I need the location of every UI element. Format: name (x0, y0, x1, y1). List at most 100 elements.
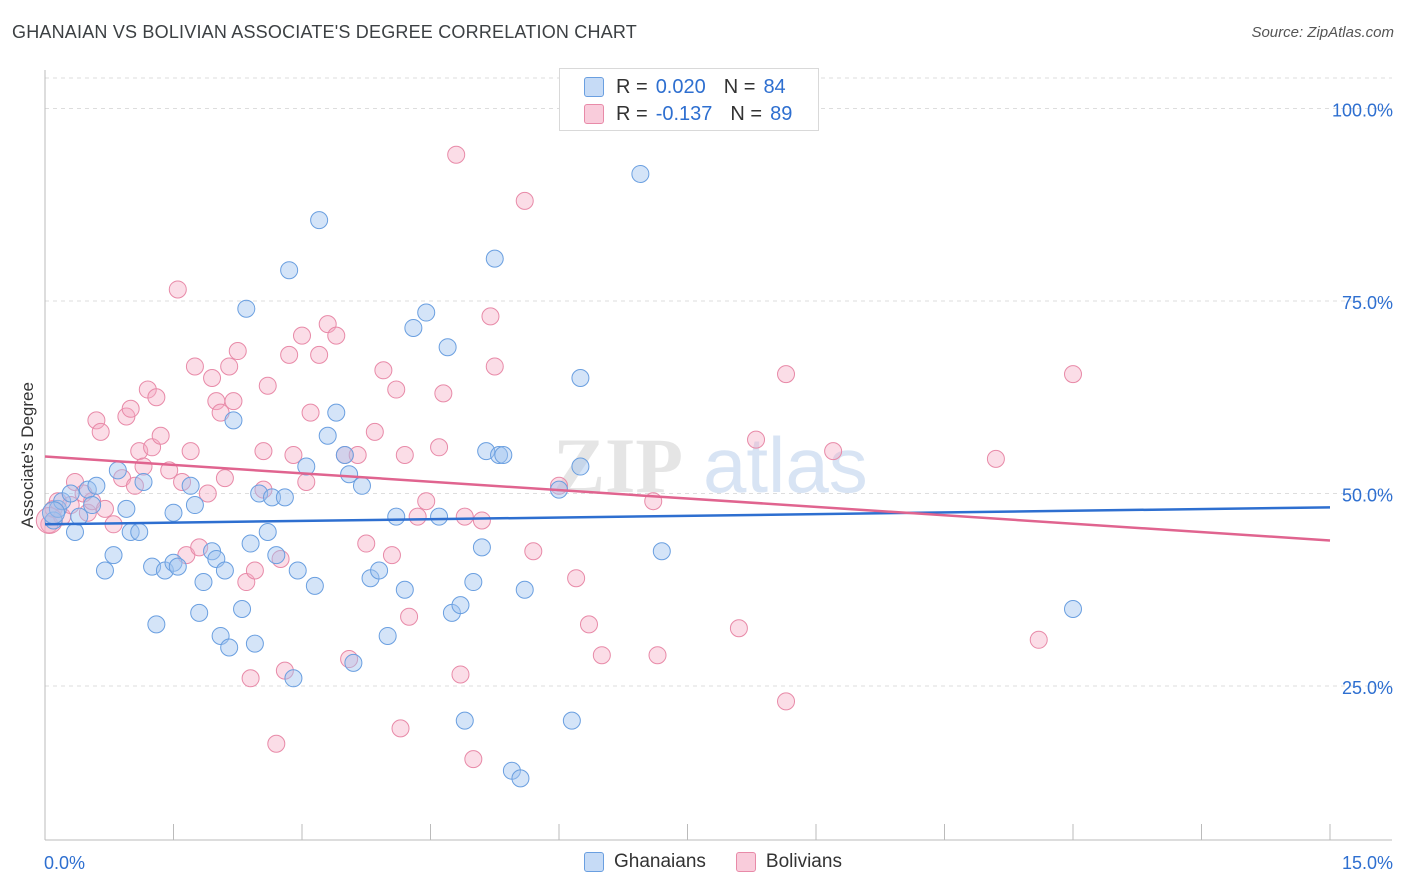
data-point-ghanaians (164, 503, 183, 522)
data-point-bolivians (365, 422, 384, 441)
legend-row-bolivians: R = -0.137 N = 89 (584, 102, 792, 126)
data-point-bolivians (151, 426, 170, 445)
series-ghanaians (42, 164, 1082, 788)
data-point-bolivians (348, 446, 367, 464)
data-point-bolivians (455, 507, 474, 526)
blue-swatch-icon (584, 77, 604, 97)
data-point-bolivians (241, 669, 260, 688)
data-point-ghanaians (571, 457, 590, 476)
data-point-ghanaians (280, 261, 299, 280)
x-tick-label: 15.0% (1342, 853, 1393, 873)
data-point-ghanaians (42, 501, 66, 525)
data-point-ghanaians (83, 496, 102, 515)
data-point-bolivians (297, 472, 316, 491)
legend-item-bolivians[interactable]: Bolivians (735, 851, 842, 873)
data-point-ghanaians (70, 507, 89, 526)
trend-line-ghanaians (44, 506, 1331, 526)
data-point-ghanaians (117, 499, 136, 518)
data-point-bolivians (387, 380, 406, 399)
data-point-bolivians (417, 492, 436, 511)
data-point-ghanaians (220, 638, 239, 657)
data-point-ghanaians (464, 573, 483, 592)
data-point-ghanaians (387, 507, 406, 526)
data-point-ghanaians (652, 542, 671, 561)
data-point-bolivians (310, 345, 329, 364)
data-point-ghanaians (378, 626, 397, 645)
data-point-bolivians (327, 326, 346, 345)
tick-labels: 25.0% 50.0% 75.0% 100.0% 0.0% 15.0% (44, 101, 1393, 874)
axes (44, 70, 1392, 841)
data-point-ghanaians (168, 557, 187, 576)
data-point-bolivians (430, 438, 449, 457)
data-point-ghanaians (310, 211, 329, 230)
data-point-bolivians (181, 442, 200, 461)
data-point-bolivians (472, 511, 491, 530)
chart-title: GHANAIAN VS BOLIVIAN ASSOCIATE'S DEGREE … (12, 22, 637, 42)
data-point-bolivians (203, 369, 222, 387)
data-point-ghanaians (147, 615, 166, 634)
data-point-ghanaians (562, 711, 581, 730)
legend-item-ghanaians[interactable]: Ghanaians (584, 851, 706, 873)
data-point-ghanaians (61, 484, 80, 503)
series-legend: Ghanaians Bolivians (584, 851, 872, 873)
data-point-bolivians (91, 422, 110, 441)
data-point-bolivians (434, 384, 453, 403)
data-point-bolivians (451, 665, 470, 684)
data-point-ghanaians (370, 561, 389, 580)
data-point-ghanaians (297, 457, 316, 476)
r-value: -0.137 (655, 102, 713, 125)
data-point-ghanaians (327, 403, 346, 422)
data-point-bolivians (592, 646, 611, 665)
data-point-bolivians (87, 411, 106, 430)
data-point-bolivians (1064, 365, 1082, 384)
data-point-bolivians (267, 734, 286, 753)
pink-swatch-icon (584, 104, 604, 124)
data-point-ghanaians (352, 476, 371, 495)
data-point-ghanaians (275, 488, 294, 507)
data-point-bolivians (400, 607, 419, 626)
watermark-atlas: atlas (703, 421, 868, 509)
data-point-ghanaians (87, 476, 106, 495)
data-point-bolivians (293, 326, 311, 345)
data-point-bolivians (986, 449, 1005, 468)
data-point-ghanaians (108, 461, 127, 480)
data-point-ghanaians (95, 561, 114, 580)
data-point-bolivians (777, 365, 796, 384)
data-point-ghanaians (237, 299, 256, 318)
data-point-bolivians (173, 472, 192, 491)
data-point-bolivians (485, 357, 504, 376)
data-point-bolivians (254, 442, 273, 461)
data-point-bolivians (824, 442, 843, 461)
data-point-ghanaians (340, 465, 359, 484)
data-point-ghanaians (451, 596, 470, 615)
data-point-bolivians (224, 392, 243, 411)
n-label: N = (723, 75, 756, 98)
trend-lines (44, 455, 1331, 542)
r-label: R = (616, 75, 648, 98)
data-point-ghanaians (258, 523, 277, 541)
data-point-bolivians (228, 342, 247, 361)
data-point-ghanaians (430, 507, 449, 526)
data-point-ghanaians (438, 338, 457, 357)
data-point-bolivians (301, 403, 320, 422)
data-point-ghanaians (267, 546, 286, 565)
series-bolivians (35, 145, 1082, 769)
blue-swatch-icon (584, 852, 604, 872)
data-point-ghanaians (344, 653, 363, 672)
data-point-ghanaians (318, 426, 337, 445)
data-point-bolivians (464, 750, 483, 769)
data-point-ghanaians (233, 600, 252, 618)
y-tick-label: 25.0% (1342, 678, 1393, 698)
data-point-ghanaians (417, 303, 436, 322)
data-point-bolivians (284, 446, 303, 464)
data-point-ghanaians (263, 488, 282, 507)
data-point-bolivians (220, 357, 239, 376)
data-point-ghanaians (511, 769, 530, 788)
data-point-bolivians (121, 399, 140, 418)
data-point-bolivians (382, 546, 401, 565)
n-value: 89 (770, 102, 793, 125)
data-point-ghanaians (241, 534, 260, 553)
data-point-ghanaians (284, 669, 303, 688)
data-point-ghanaians (190, 603, 209, 622)
data-point-ghanaians (455, 711, 474, 730)
